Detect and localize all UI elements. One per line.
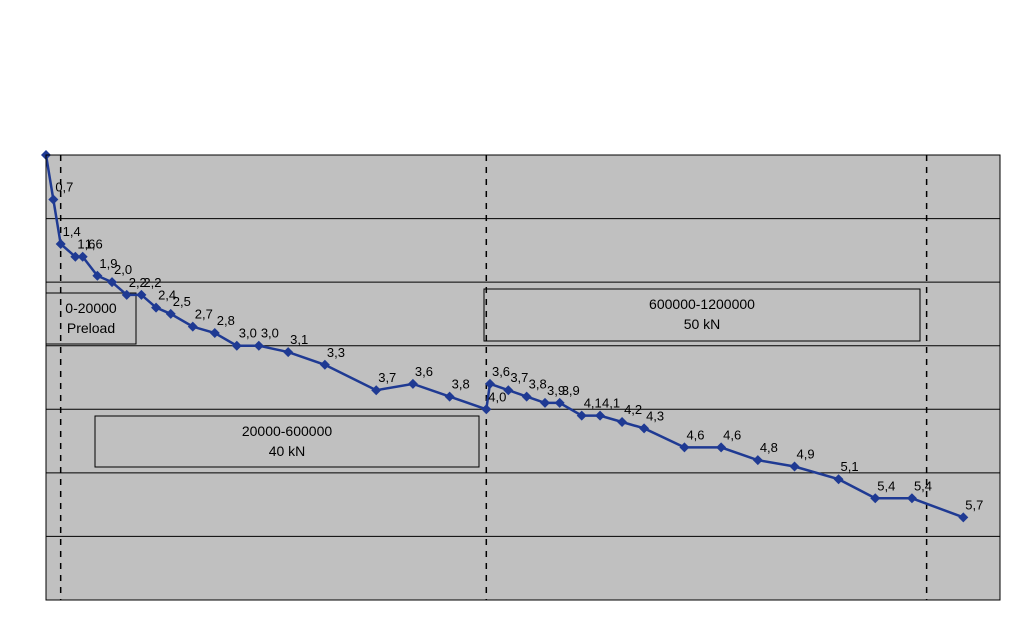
- data-label: 3,9: [562, 383, 580, 398]
- annotation-text: 0-20000: [65, 300, 117, 316]
- data-label: 2,8: [217, 313, 235, 328]
- annotation-text: Preload: [67, 320, 115, 336]
- data-label: 4,1: [584, 396, 602, 411]
- data-label: 5,1: [841, 459, 859, 474]
- data-label: 4,6: [686, 427, 704, 442]
- data-label: 3,0: [261, 326, 279, 341]
- data-label: 3,6: [492, 364, 510, 379]
- data-label: 4,0: [488, 389, 506, 404]
- data-label: 3,8: [529, 377, 547, 392]
- data-label: 5,7: [965, 497, 983, 512]
- data-label: 4,6: [723, 427, 741, 442]
- data-label: 1,6: [85, 237, 103, 252]
- data-label: 4,1: [602, 396, 620, 411]
- data-label: 5,4: [877, 478, 895, 493]
- data-label: 3,3: [327, 345, 345, 360]
- data-label: 0,7: [55, 180, 73, 195]
- data-label: 3,7: [378, 370, 396, 385]
- data-label: 4,9: [797, 447, 815, 462]
- data-label: 2,7: [195, 307, 213, 322]
- annotation-text: 40 kN: [269, 443, 306, 459]
- data-label: 4,2: [624, 402, 642, 417]
- data-label: 3,6: [415, 364, 433, 379]
- data-label: 3,0: [239, 326, 257, 341]
- data-label: 5,4: [914, 478, 932, 493]
- data-label: 3,7: [510, 370, 528, 385]
- line-chart: 0-20000 Preload 20000-600000 40 kN 600000-12…: [0, 0, 1023, 622]
- data-label: 4,3: [646, 408, 664, 423]
- data-label: 2,5: [173, 294, 191, 309]
- annotation-text: 600000-1200000: [649, 296, 755, 312]
- annotation-text: 50 kN: [684, 316, 721, 332]
- annotation-text: 20000-600000: [242, 423, 333, 439]
- data-label: 4,8: [760, 440, 778, 455]
- data-label: 3,1: [290, 332, 308, 347]
- data-label: 3,8: [452, 377, 470, 392]
